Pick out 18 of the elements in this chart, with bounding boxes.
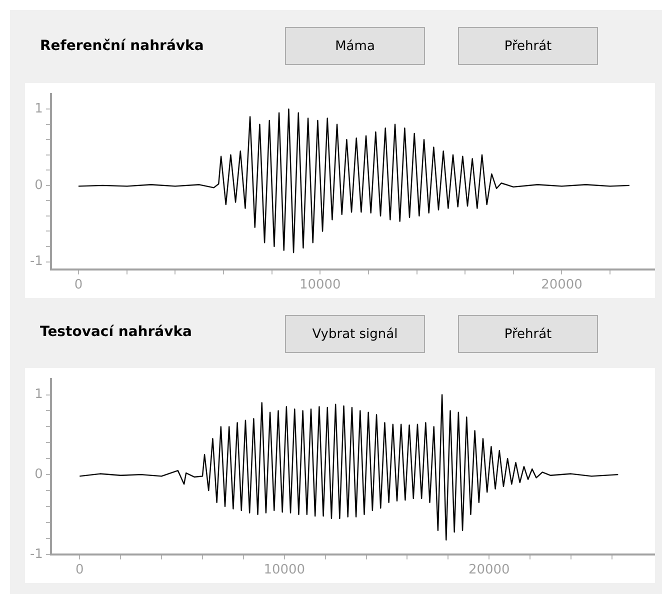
y-tick-label: 0: [34, 178, 43, 193]
y-tick-label: -1: [30, 546, 43, 562]
button: Máma: [285, 27, 425, 65]
x-tick-label: 20000: [541, 278, 582, 293]
x-tick-label: 0: [74, 278, 83, 293]
chart-title: Referenční nahrávka: [40, 38, 204, 54]
x-tick-label: 0: [75, 562, 84, 578]
button: Přehrát: [458, 315, 598, 353]
button: Vybrat signál: [285, 315, 425, 353]
x-tick-label: 10000: [264, 562, 306, 578]
x-tick-label: 20000: [468, 562, 510, 578]
chart-title: Testovací nahrávka: [40, 324, 192, 340]
button: Přehrát: [458, 27, 598, 65]
x-tick-label: 10000: [299, 278, 341, 293]
y-tick-label: 1: [34, 101, 43, 116]
y-tick-label: -1: [30, 254, 43, 270]
y-tick-label: 1: [34, 387, 43, 402]
y-tick-label: 0: [34, 466, 43, 482]
